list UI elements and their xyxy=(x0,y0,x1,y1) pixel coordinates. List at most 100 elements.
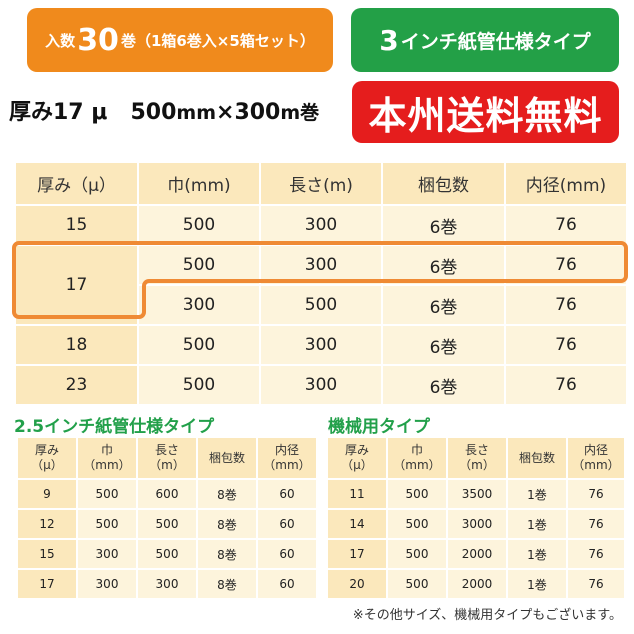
cell-pack: 6巻 xyxy=(383,326,504,364)
table-row: 23 500 300 6巻 76 xyxy=(16,366,626,404)
cell-thickness: 18 xyxy=(16,326,137,364)
header-width: 巾 （mm） xyxy=(78,438,136,478)
table-header-row: 厚み （μ） 巾 （mm） 長さ （m） 梱包数 内径 （mm） xyxy=(18,438,316,478)
cell-width: 300 xyxy=(139,286,259,324)
table-row: 18 500 300 6巻 76 xyxy=(16,326,626,364)
free-shipping-label: 本州送料無料 xyxy=(368,93,603,138)
cell-length: 300 xyxy=(138,570,196,598)
cell-width: 500 xyxy=(388,480,446,508)
cell-thickness: 14 xyxy=(328,510,386,538)
cell-width: 500 xyxy=(139,326,259,364)
cell-width: 500 xyxy=(78,510,136,538)
table-row: 17 300 300 8巻 60 xyxy=(18,570,316,598)
cell-inner-diameter: 76 xyxy=(568,510,624,538)
cell-width: 500 xyxy=(388,570,446,598)
quantity-prefix: 入数 xyxy=(45,31,76,50)
cell-inner-diameter: 60 xyxy=(258,510,316,538)
header-thickness: 厚み（μ） xyxy=(16,163,137,204)
footnote: ※その他サイズ、機械用タイプもございます。 xyxy=(352,608,622,623)
cell-inner-diameter: 76 xyxy=(568,540,624,568)
spec-length-unit: m巻 xyxy=(280,102,320,124)
machine-type-table: 厚み （μ） 巾 （mm） 長さ （m） 梱包数 内径 （mm） 11 500 … xyxy=(326,436,626,600)
cell-inner-diameter: 76 xyxy=(568,570,624,598)
cell-width: 500 xyxy=(139,206,259,244)
cell-inner-diameter: 76 xyxy=(506,246,626,284)
product-spec-line: 厚み17 μ 500mm×300m巻 xyxy=(9,94,319,126)
header-thickness: 厚み （μ） xyxy=(328,438,386,478)
cell-length: 300 xyxy=(261,326,381,364)
cell-inner-diameter: 76 xyxy=(506,286,626,324)
cell-inner-diameter: 76 xyxy=(506,326,626,364)
header-pack: 梱包数 xyxy=(198,438,256,478)
table-row: 17 500 2000 1巻 76 xyxy=(328,540,624,568)
cell-pack: 6巻 xyxy=(383,366,504,404)
table-row: 17 500 300 6巻 76 xyxy=(16,246,626,324)
spec-thickness: 厚み17 μ xyxy=(9,100,108,125)
header-thickness: 厚み （μ） xyxy=(18,438,76,478)
cell-length: 300 xyxy=(261,366,381,404)
header-length: 長さ(m) xyxy=(261,163,381,204)
cell-thickness: 20 xyxy=(328,570,386,598)
cell-thickness: 23 xyxy=(16,366,137,404)
machine-type-title: 機械用タイプ xyxy=(328,417,430,437)
table-row: 11 500 3500 1巻 76 xyxy=(328,480,624,508)
cell-length: 3500 xyxy=(448,480,506,508)
header-width: 巾(mm) xyxy=(139,163,259,204)
cell-pack: 6巻 xyxy=(383,286,504,324)
cell-width: 300 xyxy=(78,540,136,568)
free-shipping-badge: 本州送料無料 xyxy=(352,81,619,143)
quantity-badge: 入数 30 巻（1箱6巻入×5箱セット） xyxy=(27,8,333,72)
spec-width-unit: mm xyxy=(176,102,216,124)
table-row: 20 500 2000 1巻 76 xyxy=(328,570,624,598)
cell-pack: 6巻 xyxy=(383,206,504,244)
cell-pack: 6巻 xyxy=(383,246,504,284)
table-header-row: 厚み （μ） 巾 （mm） 長さ （m） 梱包数 内径 （mm） xyxy=(328,438,624,478)
spec-length: 300 xyxy=(234,100,281,125)
table-row: 15 300 500 8巻 60 xyxy=(18,540,316,568)
cell-thickness: 17 xyxy=(328,540,386,568)
cell-pack: 8巻 xyxy=(198,540,256,568)
header-length: 長さ （m） xyxy=(448,438,506,478)
table-row: 14 500 3000 1巻 76 xyxy=(328,510,624,538)
spec-times: × xyxy=(216,100,235,125)
cell-length: 3000 xyxy=(448,510,506,538)
header-length: 長さ （m） xyxy=(138,438,196,478)
header-pack: 梱包数 xyxy=(508,438,566,478)
header-inner-diameter: 内径(mm) xyxy=(506,163,626,204)
header-pack: 梱包数 xyxy=(383,163,504,204)
table-header-row: 厚み（μ） 巾(mm) 長さ(m) 梱包数 内径(mm) xyxy=(16,163,626,204)
cell-inner-diameter: 76 xyxy=(506,206,626,244)
cell-width: 300 xyxy=(78,570,136,598)
cell-inner-diameter: 60 xyxy=(258,570,316,598)
cell-thickness: 11 xyxy=(328,480,386,508)
paper-core-25-title: 2.5インチ紙管仕様タイプ xyxy=(14,417,215,437)
cell-pack: 8巻 xyxy=(198,510,256,538)
cell-width: 500 xyxy=(78,480,136,508)
cell-thickness: 9 xyxy=(18,480,76,508)
cell-pack: 1巻 xyxy=(508,540,566,568)
spec-width: 500 xyxy=(130,100,177,125)
cell-length: 500 xyxy=(138,510,196,538)
header-width: 巾 （mm） xyxy=(388,438,446,478)
cell-thickness: 17 xyxy=(18,570,76,598)
cell-inner-diameter: 60 xyxy=(258,540,316,568)
cell-length: 500 xyxy=(261,286,381,324)
quantity-number: 30 xyxy=(77,22,119,58)
cell-thickness: 12 xyxy=(18,510,76,538)
core-type-label: インチ紙管仕様タイプ xyxy=(400,30,591,53)
cell-length: 2000 xyxy=(448,570,506,598)
cell-thickness: 15 xyxy=(18,540,76,568)
cell-length: 300 xyxy=(261,206,381,244)
cell-width: 500 xyxy=(388,540,446,568)
core-size-number: 3 xyxy=(379,23,399,57)
table-row: 12 500 500 8巻 60 xyxy=(18,510,316,538)
cell-length: 600 xyxy=(138,480,196,508)
cell-thickness: 17 xyxy=(16,246,137,324)
cell-length: 500 xyxy=(138,540,196,568)
header-inner-diameter: 内径 （mm） xyxy=(568,438,624,478)
paper-core-25-table: 厚み （μ） 巾 （mm） 長さ （m） 梱包数 内径 （mm） 9 500 6… xyxy=(16,436,318,600)
cell-pack: 1巻 xyxy=(508,570,566,598)
cell-pack: 8巻 xyxy=(198,480,256,508)
core-type-badge: 3 インチ紙管仕様タイプ xyxy=(351,8,619,72)
cell-width: 500 xyxy=(139,366,259,404)
